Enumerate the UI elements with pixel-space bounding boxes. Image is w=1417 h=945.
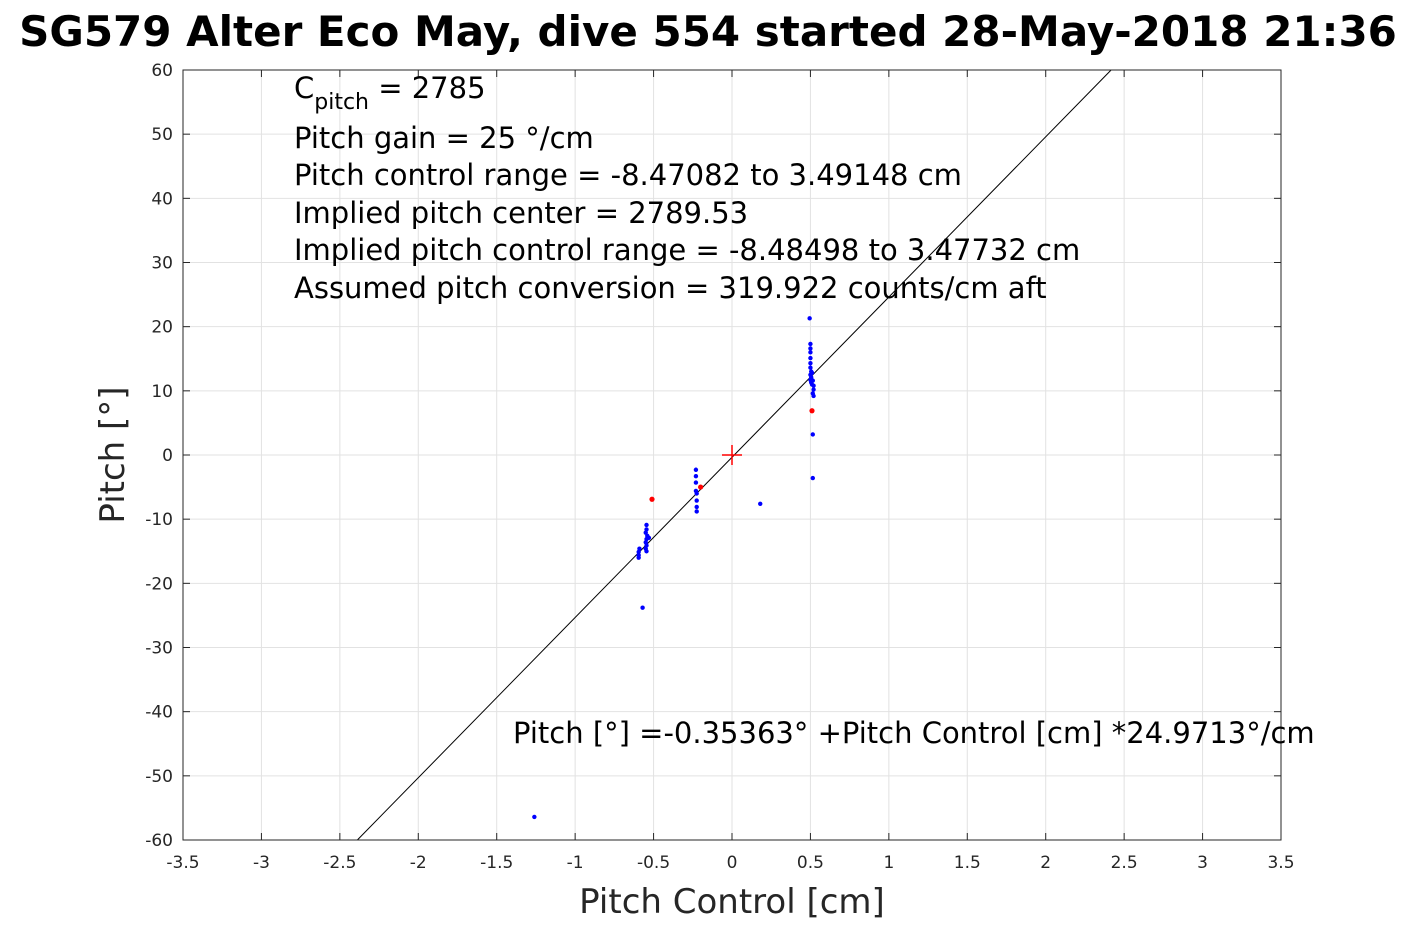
data-point [810,378,815,383]
x-tick-label: -3.5 [166,853,199,873]
x-tick-label: 0 [727,853,738,873]
data-point [640,605,645,610]
data-point [811,393,816,399]
data-point [693,467,699,472]
data-point [532,814,537,820]
x-tick-label: 3.5 [1267,853,1294,873]
annotation-conversion: Assumed pitch conversion = 319.922 count… [294,271,1047,305]
x-tick-label: 2.5 [1111,853,1138,873]
y-tick-label: -10 [145,510,173,530]
data-point [644,522,649,528]
data-point [809,370,815,376]
chart-title: SG579 Alter Eco May, dive 554 started 28… [19,7,1397,56]
data-point [649,496,655,502]
data-point [644,549,649,554]
data-point [693,480,699,485]
annotation-c-pitch: Cpitch = 2785 [294,71,486,115]
annotation-control-range: Pitch control range = -8.47082 to 3.4914… [294,158,962,192]
y-tick-label: 40 [151,189,173,209]
x-tick-label: 3 [1197,853,1208,873]
data-points [532,316,816,820]
data-point [694,491,699,496]
data-point [808,341,813,347]
x-tick-label: -1.5 [480,853,513,873]
y-tick-label: -50 [145,767,173,787]
data-point [807,316,812,321]
y-tick-label: -40 [145,703,173,723]
y-tick-label: -20 [145,574,173,594]
data-point [810,432,815,437]
data-point [811,387,816,392]
data-point [694,498,699,503]
x-tick-label: -0.5 [637,853,670,873]
data-point [808,365,813,370]
y-tick-label: 60 [151,61,173,81]
data-point [636,555,641,560]
annotation-c-pitch-value: = 2785 [369,71,486,105]
y-tick-label: -60 [145,831,173,851]
annotation-gain: Pitch gain = 25 °/cm [294,121,594,155]
data-point [698,484,704,490]
x-tick-label: 1.5 [954,853,981,873]
data-point [694,509,699,514]
data-point [809,408,815,414]
y-tick-label: 30 [151,254,173,274]
x-tick-label: -1 [567,853,584,873]
y-tick-labels: -60 -50 -40 -30 -20 -10 0 10 20 30 40 50 60 [145,61,173,851]
x-tick-labels: -3.5 -3 -2.5 -2 -1.5 -1 -0.5 0 0.5 1 1.5 2 2.5 3 3.5 [166,853,1294,873]
annotation-c-pitch-subscript: pitch [314,90,369,115]
center-marker [722,445,742,465]
y-axis-label: Pitch [°] [93,386,133,523]
data-point [808,350,813,355]
y-tick-label: -30 [145,639,173,659]
x-tick-label: 1 [883,853,894,873]
x-axis-label: Pitch Control [cm] [579,882,885,922]
x-tick-label: -2.5 [323,853,356,873]
plot-frame [182,69,1282,841]
data-point [810,475,815,481]
x-tick-label: -3 [253,853,270,873]
y-tick-label: 50 [151,125,173,145]
data-point [811,383,816,388]
data-point [758,501,763,506]
data-point [808,346,813,351]
data-point [808,361,813,366]
y-tick-label: 10 [151,382,173,402]
data-point [808,355,813,361]
data-point [646,535,652,540]
annotation-implied-range: Implied pitch control range = -8.48498 t… [294,233,1080,267]
y-tick-label: 0 [162,446,173,466]
x-tick-label: -2 [410,853,427,873]
y-tick-label: 20 [151,318,173,338]
annotation-c-pitch-symbol: C [294,71,314,105]
data-point [694,504,699,510]
x-tick-label: 0.5 [797,853,824,873]
annotation-fit-equation: Pitch [°] =-0.35363° +Pitch Control [cm]… [513,716,1315,750]
annotation-implied-center: Implied pitch center = 2789.53 [294,196,748,230]
data-point [636,549,641,555]
data-point [693,473,699,479]
x-tick-label: 2 [1040,853,1051,873]
